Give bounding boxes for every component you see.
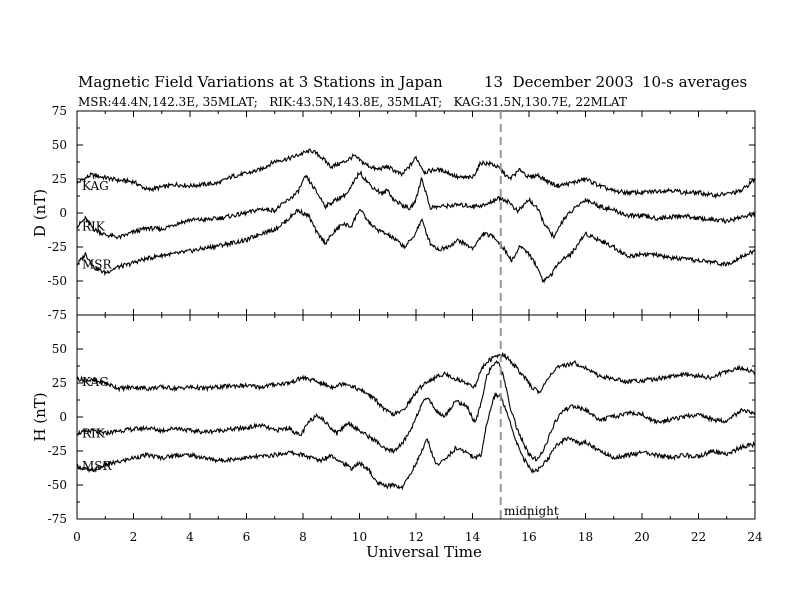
series-label: MSR (82, 258, 113, 272)
x-tick-label: 18 (578, 530, 593, 544)
series-kag-line (76, 148, 756, 200)
y-tick-label: -75 (48, 308, 67, 322)
x-tick-label: 8 (299, 530, 307, 544)
x-tick-label: 10 (352, 530, 367, 544)
y-tick-label: 0 (59, 410, 67, 424)
chart-subtitle: MSR:44.4N,142.3E, 35MLAT; RIK:43.5N,143.… (78, 95, 627, 109)
series-label: RIK (82, 220, 106, 234)
d-component-panel: 75 50 25 0 -25 -50 -75 D (nT) KAG RIK MSR (31, 104, 756, 322)
series-label: KAG (82, 179, 109, 193)
chart-title: Magnetic Field Variations at 3 Stations … (78, 73, 443, 91)
series-label: RIK (82, 426, 106, 440)
x-tick-label: 20 (634, 530, 649, 544)
series-rik-line (76, 169, 756, 240)
time-axis: 0 2 4 6 8 10 12 14 16 18 20 22 24 (73, 530, 763, 544)
x-tick-label: 0 (73, 530, 81, 544)
series-label: MSR (82, 459, 113, 473)
y-tick-label: -25 (48, 240, 67, 254)
x-axis-label: Universal Time (366, 543, 482, 561)
series-msr-line (76, 392, 756, 491)
x-tick-label: 2 (130, 530, 138, 544)
y-tick-label: 50 (52, 342, 67, 356)
y-tick-label: 25 (52, 172, 67, 186)
series-msr-line (76, 208, 756, 284)
series-kag-line (76, 352, 756, 417)
x-tick-label: 4 (186, 530, 194, 544)
y-tick-label: 75 (52, 104, 67, 118)
chart-date: 13 December 2003 (484, 73, 634, 91)
y-tick-label: -25 (48, 444, 67, 458)
y-axis-label: D (nT) (31, 189, 49, 237)
x-tick-label: 22 (691, 530, 706, 544)
x-tick-label: 6 (243, 530, 251, 544)
y-tick-label: -75 (48, 512, 67, 526)
h-component-panel: 50 25 0 -25 -50 -75 H (nT) KAG RIK MSR (31, 314, 756, 526)
x-tick-label: 12 (408, 530, 423, 544)
chart-averaging: 10-s averages (642, 73, 747, 91)
y-tick-label: 25 (52, 376, 67, 390)
x-tick-label: 14 (465, 530, 481, 544)
plot-frame (76, 110, 756, 316)
midnight-label: midnight (504, 504, 559, 518)
y-tick-label: 50 (52, 138, 67, 152)
y-axis-label: H (nT) (31, 392, 49, 441)
y-tick-label: 0 (59, 206, 67, 220)
y-tick-label: -50 (48, 274, 67, 288)
x-tick-label: 24 (747, 530, 763, 544)
y-tick-label: -50 (48, 478, 67, 492)
series-rik-line (76, 360, 756, 462)
x-tick-label: 16 (521, 530, 536, 544)
series-label: KAG (82, 375, 109, 389)
